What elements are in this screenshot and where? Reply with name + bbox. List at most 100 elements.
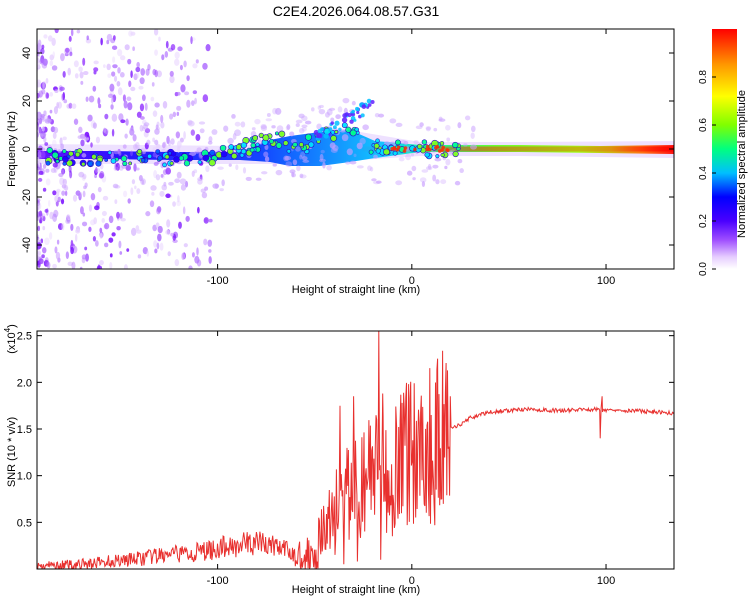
spectrogram-speckle: [64, 47, 70, 53]
spectrogram-ridge-blob: [128, 161, 133, 166]
spectrogram-speckle: [90, 142, 93, 148]
spectrogram-speckle: [154, 102, 160, 108]
spectrogram-ridge-blob: [240, 142, 247, 149]
spectrogram-speckle: [433, 127, 438, 132]
spectrogram-speckle: [117, 67, 121, 74]
spectrogram-x-ticks: -100 0 100: [207, 29, 615, 287]
snr-scale-exponent: 4: [3, 327, 12, 332]
spectrogram-speckle: [140, 116, 145, 120]
spectrogram-speckle: [289, 169, 296, 174]
spectrogram-ridge-blob: [68, 150, 74, 157]
spectrogram-hotspot: [395, 147, 400, 152]
spectrogram-speckle: [170, 138, 175, 145]
spectrogram-speckle: [42, 163, 47, 169]
spectrogram-speckle: [203, 217, 209, 224]
spectrogram-speckle: [68, 35, 72, 42]
spectrogram-speckle: [208, 256, 212, 264]
spectrogram-ridge-blob: [349, 119, 354, 124]
spectrogram-speckle: [421, 169, 429, 173]
spectrogram-speckle: [454, 180, 461, 186]
spectrogram-ridge-blob: [341, 117, 348, 123]
spectrogram-speckle: [264, 144, 269, 150]
spectrogram-speckle: [56, 101, 59, 109]
spectrogram-speckle: [138, 85, 144, 90]
spectrogram-speckle: [326, 165, 332, 171]
spectrogram-speckle: [59, 86, 65, 91]
snr-y-tick-label: 2.5: [17, 331, 32, 343]
spectrogram-speckle: [196, 147, 202, 152]
spectrogram-speckle: [107, 73, 112, 79]
spectrogram-speckle: [463, 143, 468, 147]
spectrogram-ridge-blob: [440, 152, 445, 158]
spectrogram-speckle: [192, 63, 198, 69]
spectrogram-speckle: [337, 106, 343, 113]
spectrogram-ridge-blob: [395, 139, 401, 146]
spectrogram-speckle: [260, 125, 268, 132]
spectrogram-speckle: [295, 119, 303, 124]
spectrogram-speckle: [38, 258, 44, 265]
spectrogram-ridge-blob: [62, 149, 67, 154]
spectrogram-speckle: [464, 115, 471, 121]
spectrogram-speckle: [202, 94, 209, 103]
spectrogram-speckle: [434, 157, 442, 162]
spectrogram-speckle: [133, 73, 138, 81]
spectrogram-speckle: [351, 100, 356, 106]
spectrogram-ridge-blob: [338, 127, 342, 132]
spectrogram-speckle: [266, 112, 271, 118]
spectrogram-speckle: [113, 75, 118, 82]
spectrogram-ridge-blob: [341, 122, 348, 129]
spectrogram-speckle: [37, 199, 40, 204]
spectrogram-speckle: [56, 188, 61, 193]
spectrogram-speckle: [161, 148, 166, 152]
spectrogram-speckle: [133, 143, 138, 151]
spectrogram-speckle: [438, 116, 443, 122]
spectrogram-speckle: [164, 50, 169, 58]
spectrogram-speckle: [208, 136, 213, 143]
spectrogram-speckle: [84, 136, 90, 141]
spectrogram-speckle: [254, 118, 261, 125]
spectrogram-speckle: [38, 170, 44, 175]
spectrogram-speckle: [444, 165, 448, 170]
spectrogram-speckle: [37, 128, 42, 136]
spectrogram-ridge-blob: [164, 154, 170, 160]
spectrogram-speckle: [42, 81, 47, 89]
spectrogram-speckle: [126, 248, 130, 252]
spectrogram-speckle: [197, 178, 203, 185]
spectrogram-speckle: [61, 184, 67, 189]
snr-x-ticks: -100 0 100: [207, 331, 615, 587]
spectrogram-speckle: [421, 181, 426, 188]
spectrogram-speckle: [159, 190, 165, 197]
spectrogram-ridge-blob: [235, 144, 242, 150]
spectrogram-speckle: [108, 237, 114, 243]
snr-x-tick-label: 0: [409, 575, 415, 587]
spectrogram-speckle: [83, 135, 88, 143]
spectrogram-speckle: [104, 113, 109, 120]
spectrogram-ridge-blob: [74, 151, 81, 158]
spectrogram-speckle: [141, 150, 146, 155]
snr-y-tick-label: 1.5: [17, 424, 32, 436]
colorbar-label: Normalized spectral amplitude: [736, 90, 748, 238]
spectrogram-speckle: [61, 190, 66, 196]
spectrogram-speckle: [136, 188, 141, 194]
spectrogram-y-ticks: -40 -20 0 20 40: [21, 47, 674, 253]
spectrogram-speckle: [123, 264, 128, 269]
spectrogram-speckle: [56, 239, 60, 245]
spectrogram-panel: -100 0 100 -40 -20 0 20 40 Height of straight …: [6, 28, 675, 296]
spectrogram-speckle: [97, 97, 101, 105]
spectrogram-speckle: [470, 144, 477, 150]
spectrogram-speckle: [80, 206, 84, 215]
spectrogram-speckle: [194, 97, 197, 105]
spectrogram-speckle: [60, 143, 64, 150]
spectrogram-speckle: [54, 246, 58, 254]
spectrogram-speckle: [61, 93, 64, 101]
spectrogram-speckle: [322, 162, 326, 169]
spectrogram-speckle: [122, 144, 127, 149]
spectrogram-speckle: [38, 219, 42, 224]
spectrogram-speckle: [41, 44, 45, 50]
spectrogram-speckle: [255, 177, 262, 181]
spectrogram-speckle: [52, 162, 58, 168]
spectrogram-speckle: [152, 110, 158, 117]
spectrogram-speckle: [176, 140, 182, 149]
spectrogram-speckle: [194, 255, 200, 264]
spectrogram-speckle: [140, 178, 146, 186]
